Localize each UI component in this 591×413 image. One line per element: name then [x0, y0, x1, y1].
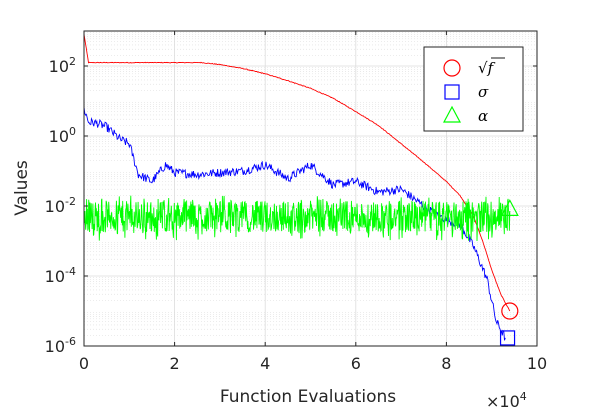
plot-frame	[83, 30, 538, 347]
legend-label: σ	[478, 83, 489, 101]
x-axis-ticks: 0 2 4 6 8 10	[79, 31, 547, 373]
x-tick-label: 2	[170, 354, 180, 373]
legend-item: σ	[444, 83, 489, 101]
y-tick-label: 10-6	[45, 335, 76, 356]
legend-label: √f	[478, 59, 496, 77]
end-marker-circle	[501, 302, 519, 320]
x-tick-label: 8	[441, 354, 451, 373]
end-markers	[499, 199, 519, 346]
y-tick-label: 10-4	[45, 265, 76, 286]
legend-item: √f	[443, 57, 505, 77]
x-tick-label: 10	[527, 354, 547, 373]
y-tick-label: 102	[49, 55, 76, 76]
legend: √f σα	[423, 46, 524, 132]
series-line-circle	[83, 34, 511, 312]
x-tick-label: 6	[351, 354, 361, 373]
minor-grid	[84, 32, 537, 336]
legend-item: α	[443, 105, 488, 125]
x-tick-label: 0	[79, 354, 89, 373]
y-axis-label: Values	[12, 160, 32, 216]
x-axis-label: Function Evaluations	[220, 387, 396, 407]
legend-square-icon	[444, 84, 460, 100]
end-marker-triangle	[500, 199, 519, 216]
legend-box	[423, 46, 524, 132]
y-tick-label: 10-2	[45, 195, 76, 216]
series-line-triangle	[83, 195, 511, 242]
series-layer	[83, 34, 511, 341]
end-marker-square	[499, 330, 516, 346]
x-axis-multiplier: ×104	[486, 390, 527, 411]
x-tick-label: 4	[260, 354, 270, 373]
legend-items: √f σα	[443, 57, 505, 125]
y-tick-label: 100	[49, 125, 76, 146]
legend-triangle-icon	[443, 105, 461, 123]
legend-circle-icon	[443, 59, 461, 77]
y-axis-ticks: 10-6 10-4 10-2 100 102	[45, 55, 537, 356]
legend-label: α	[478, 107, 488, 125]
